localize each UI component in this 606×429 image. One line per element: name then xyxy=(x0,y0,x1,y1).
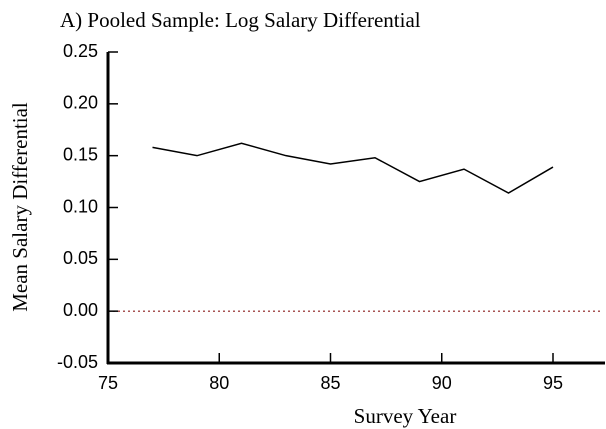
chart-title: A) Pooled Sample: Log Salary Differentia… xyxy=(60,8,421,32)
y-axis-label: Mean Salary Differential xyxy=(8,102,32,312)
x-axis-label: Survey Year xyxy=(354,404,457,428)
x-tick-label: 95 xyxy=(543,373,563,393)
x-tick-label: 90 xyxy=(432,373,452,393)
y-tick-label: -0.05 xyxy=(57,352,98,372)
y-tick-label: 0.10 xyxy=(63,196,98,216)
x-tick-label: 80 xyxy=(209,373,229,393)
y-tick-label: 0.15 xyxy=(63,144,98,164)
data-line xyxy=(152,142,554,194)
x-tick-label: 85 xyxy=(320,373,340,393)
y-tick-label: 0.05 xyxy=(63,248,98,268)
y-tick-label: 0.20 xyxy=(63,93,98,113)
y-tick-label: 0.25 xyxy=(63,41,98,61)
y-tick-label: 0.00 xyxy=(63,300,98,320)
x-tick-label: 75 xyxy=(98,373,118,393)
